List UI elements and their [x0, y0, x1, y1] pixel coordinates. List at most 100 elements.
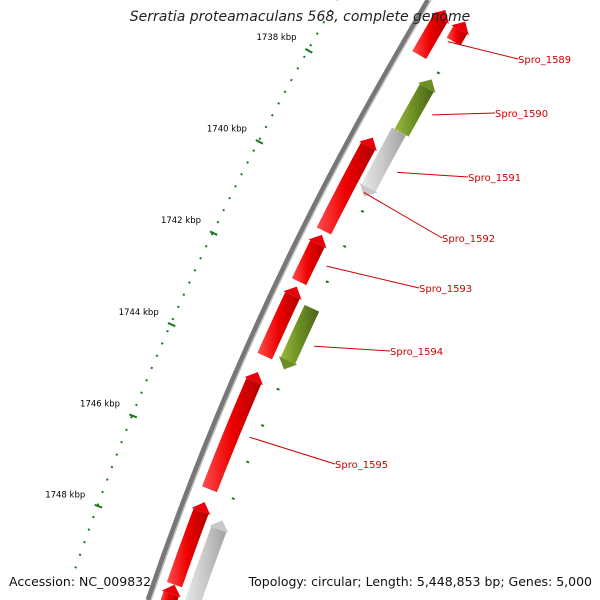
tick-dot	[92, 515, 95, 519]
tick-dot	[150, 366, 154, 370]
gene-track	[160, 10, 469, 600]
tick-mark	[304, 47, 313, 54]
gene-arrow	[446, 26, 468, 46]
gene-arrow-arrowhead	[191, 502, 211, 515]
inner-tick-dot	[245, 460, 250, 464]
tick-dot	[87, 528, 91, 531]
tick-mark	[167, 322, 176, 328]
tick-dot	[315, 32, 319, 36]
tick-dot	[283, 90, 287, 94]
tick-dot	[105, 478, 109, 481]
gene-arrow-arrowhead	[431, 10, 449, 24]
gene-label[interactable]: Spro_1595	[335, 460, 388, 471]
tick-dot	[188, 281, 191, 284]
tick-dot	[329, 9, 332, 13]
inner-tick-dot	[231, 497, 235, 501]
gene-arrow	[316, 142, 376, 235]
gene-label-leader	[432, 112, 496, 116]
tick-dot	[270, 113, 274, 117]
gene-arrow	[361, 127, 406, 192]
tick-dot	[140, 391, 143, 394]
gene-arrow-arrowhead	[161, 584, 181, 598]
genome-backbone-highlight	[150, 0, 432, 600]
tick-label: 1748 kbp	[45, 490, 85, 500]
tick-dot	[155, 354, 159, 358]
gene-label-leader	[314, 345, 391, 352]
tick-dot	[210, 232, 214, 236]
tick-dot	[302, 55, 306, 59]
gene-arrow-arrowhead	[359, 137, 377, 152]
tick-dot	[110, 465, 114, 469]
tick-label: 1740 kbp	[207, 124, 247, 134]
gene-arrow-arrowhead	[418, 79, 436, 93]
gene-label[interactable]: Spro_1590	[495, 109, 548, 120]
tick-dot	[258, 137, 262, 141]
inner-tick-dot	[342, 244, 347, 249]
inner-tick-dot	[436, 71, 441, 75]
tick-dot	[216, 220, 220, 224]
tick-dot	[322, 20, 326, 24]
gene-label[interactable]: Spro_1592	[442, 234, 495, 245]
tick-mark	[129, 413, 138, 419]
inner-tick-dot	[360, 209, 365, 213]
tick-dot	[193, 269, 197, 272]
tick-dot	[171, 317, 175, 321]
tick-dot	[166, 329, 169, 333]
gene-label[interactable]: Spro_1593	[419, 284, 472, 295]
tick-dot	[78, 553, 82, 557]
tick-dot	[120, 440, 123, 444]
tick-dot	[177, 305, 180, 309]
tick-dot	[74, 566, 77, 569]
tick-dot	[83, 540, 86, 544]
tick-label: 1746 kbp	[80, 400, 120, 410]
gene-arrow	[291, 240, 325, 286]
gene-arrow-arrowhead	[451, 21, 469, 36]
tick-dot	[160, 342, 164, 345]
tick-label: 1744 kbp	[119, 308, 159, 318]
tick-mark	[255, 139, 264, 145]
gene-label[interactable]: Spro_1594	[390, 347, 443, 358]
gene-label-leader	[326, 265, 420, 289]
gene-arrow-arrowhead	[209, 520, 229, 533]
gene-label-group: Spro_1589 Spro_1590 Spro_1591 Spro_1592 Spro…	[249, 41, 571, 471]
inner-tick-dot	[260, 423, 265, 427]
gene-arrow	[184, 526, 227, 600]
tick-dot	[125, 428, 128, 432]
tick-dot	[309, 43, 313, 47]
tick-dot	[115, 453, 119, 456]
genome-summary-text: Topology: circular; Length: 5,448,853 bp…	[248, 574, 592, 589]
tick-dot	[182, 293, 186, 297]
gene-label-leader	[397, 171, 469, 178]
tick-dot	[145, 379, 148, 382]
gene-arrow	[257, 292, 300, 360]
gene-label[interactable]: Spro_1591	[468, 173, 521, 184]
tick-group: 1738 kbp 1740 kbp 1742 kbp 1744 kbp 1746 kbp…	[45, 33, 313, 509]
genome-backbone	[145, 0, 431, 600]
tick-dot	[130, 416, 133, 419]
gene-label-leader	[363, 191, 443, 239]
map-title: Serratia proteamaculans 568, complete ge…	[129, 9, 471, 25]
inner-tick-dot	[325, 280, 330, 284]
tick-dot	[204, 244, 208, 248]
tick-dot	[290, 78, 293, 82]
gene-arrow	[160, 591, 179, 600]
tick-dot	[96, 503, 100, 506]
gene-arrow	[412, 14, 448, 59]
tick-label: 1738 kbp	[257, 33, 297, 43]
tick-dot	[228, 196, 231, 200]
tick-dot	[277, 102, 280, 105]
gene-label-leader	[249, 436, 336, 465]
tick-dot	[234, 184, 237, 188]
gene-arrow-arrowhead	[278, 356, 298, 370]
tick-dot	[246, 161, 249, 164]
gene-arrow	[394, 84, 434, 137]
gene-arrow-arrowhead	[244, 372, 263, 386]
tick-dot	[222, 208, 226, 212]
gene-label[interactable]: Spro_1589	[518, 55, 571, 66]
tick-dot	[252, 149, 256, 152]
tick-dot	[135, 403, 138, 407]
tick-dot	[101, 490, 104, 494]
tick-mark	[209, 230, 218, 236]
gene-label-leader	[447, 41, 519, 60]
